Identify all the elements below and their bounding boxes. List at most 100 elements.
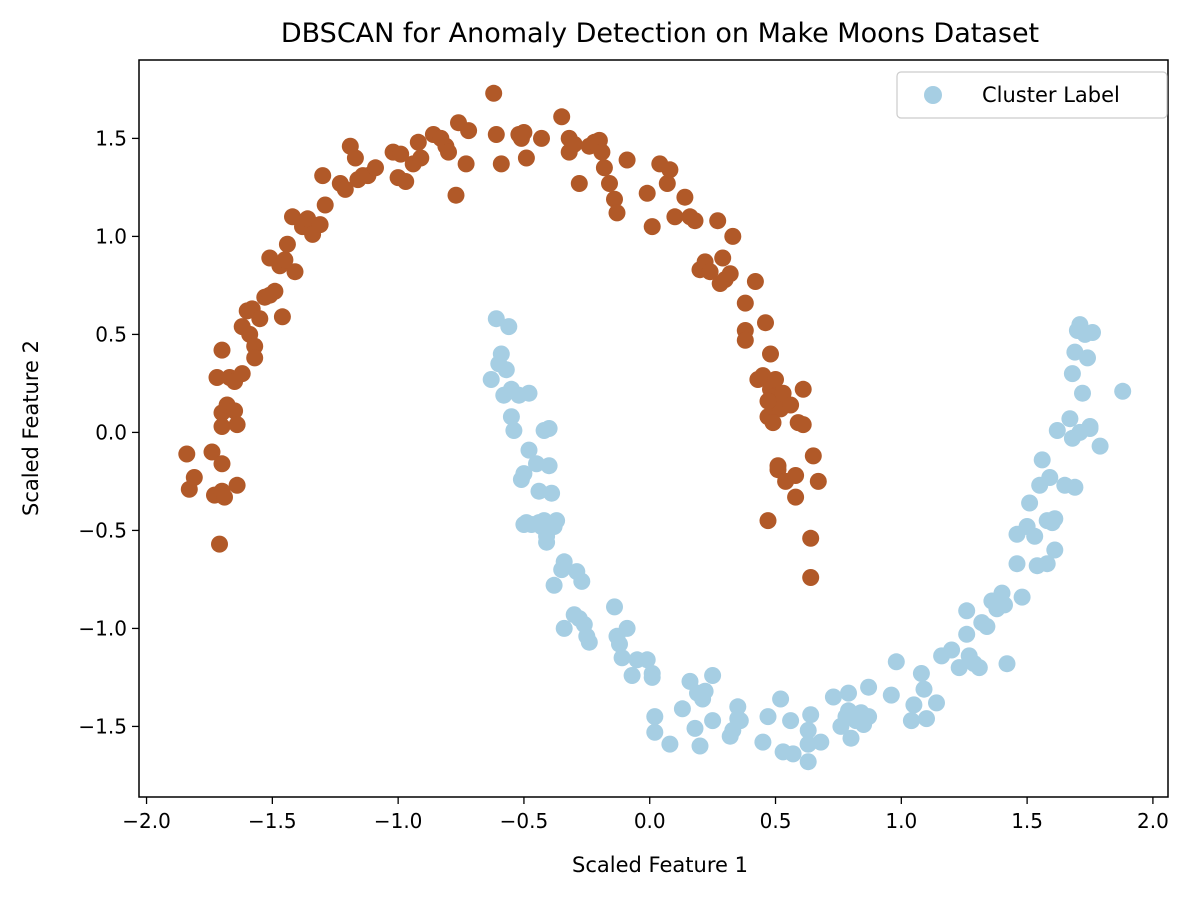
data-point-cluster-1 (316, 196, 334, 214)
data-point-cluster-1 (515, 124, 533, 141)
data-point-cluster-0 (1084, 324, 1101, 341)
data-point-cluster-0 (686, 719, 704, 737)
x-tick-label: −1.5 (248, 809, 297, 833)
data-point-cluster-0 (1066, 478, 1084, 496)
data-point-cluster-0 (487, 310, 505, 328)
x-tick-label: 0.5 (760, 809, 792, 833)
x-tick-label: −1.0 (374, 809, 423, 833)
data-point-cluster-0 (538, 533, 556, 551)
data-point-cluster-0 (505, 422, 523, 439)
data-point-cluster-0 (497, 361, 515, 379)
data-point-cluster-1 (246, 349, 264, 367)
data-point-cluster-0 (958, 625, 976, 643)
data-point-cluster-0 (759, 708, 777, 726)
data-point-cluster-0 (623, 667, 641, 684)
data-point-cluster-0 (842, 729, 860, 747)
y-tick-label: 1.5 (95, 126, 127, 150)
data-point-cluster-0 (812, 733, 830, 751)
data-point-cluster-1 (787, 488, 805, 506)
data-point-cluster-0 (958, 602, 976, 620)
data-point-cluster-0 (500, 318, 518, 336)
data-point-cluster-1 (638, 184, 656, 202)
data-point-cluster-1 (336, 180, 354, 198)
data-point-cluster-1 (643, 218, 661, 236)
data-point-cluster-0 (533, 518, 550, 535)
data-point-cluster-0 (754, 733, 772, 751)
x-axis-ticks: −2.0 −1.5 −1.0 −0.5 0.0 0.5 1.0 1.5 2.0 (122, 797, 1169, 833)
data-point-cluster-1 (208, 369, 226, 386)
data-point-cluster-0 (772, 690, 790, 708)
data-point-cluster-1 (211, 535, 228, 553)
data-point-cluster-0 (696, 682, 714, 700)
data-point-cluster-1 (606, 190, 623, 208)
data-point-cluster-1 (233, 365, 251, 383)
data-point-cluster-0 (1091, 437, 1109, 455)
data-point-cluster-0 (704, 712, 722, 730)
data-point-cluster-0 (996, 596, 1013, 614)
data-point-cluster-0 (515, 516, 533, 533)
data-point-cluster-0 (1046, 541, 1064, 559)
data-point-cluster-1 (367, 159, 384, 177)
data-point-cluster-1 (251, 310, 269, 328)
data-point-cluster-0 (887, 653, 905, 671)
data-point-cluster-0 (784, 745, 802, 763)
data-point-cluster-1 (213, 455, 231, 473)
data-point-cluster-0 (860, 678, 878, 696)
data-point-cluster-1 (802, 569, 820, 586)
plot-area-frame (138, 59, 1169, 798)
y-axis-label: Scaled Feature 2 (19, 340, 43, 516)
data-point-cluster-0 (943, 641, 961, 659)
data-point-cluster-0 (638, 651, 656, 669)
legend-entry: Cluster Label (982, 83, 1120, 107)
data-point-cluster-1 (487, 126, 505, 143)
data-point-cluster-1 (714, 249, 732, 267)
data-point-cluster-1 (492, 155, 510, 173)
data-point-cluster-1 (769, 457, 787, 475)
data-point-cluster-0 (905, 696, 923, 714)
data-point-cluster-0 (799, 753, 817, 771)
data-point-cluster-1 (314, 167, 332, 185)
data-point-cluster-1 (759, 392, 777, 410)
data-point-cluster-0 (802, 706, 820, 724)
data-point-cluster-0 (1041, 469, 1059, 486)
x-tick-label: 0.0 (634, 809, 666, 833)
data-point-cluster-0 (502, 408, 520, 426)
data-point-cluster-1 (676, 188, 694, 206)
data-point-cluster-0 (782, 712, 800, 730)
data-point-cluster-0 (950, 659, 968, 677)
data-point-cluster-0 (1013, 588, 1031, 606)
data-point-cluster-0 (1046, 510, 1064, 528)
data-point-cluster-1 (409, 133, 427, 151)
legend-frame (896, 71, 1168, 119)
data-point-cluster-0 (824, 688, 842, 706)
data-point-cluster-0 (915, 680, 933, 698)
data-point-cluster-1 (246, 337, 264, 355)
data-point-cluster-1 (266, 282, 284, 300)
data-point-cluster-0 (978, 618, 996, 635)
data-point-cluster-0 (918, 710, 935, 728)
y-tick-label: 1.0 (95, 224, 127, 248)
data-point-cluster-0 (492, 345, 510, 363)
data-point-cluster-1 (565, 135, 583, 153)
data-point-cluster-1 (804, 447, 822, 465)
data-point-cluster-1 (553, 108, 571, 126)
data-point-cluster-0 (530, 482, 548, 500)
data-point-cluster-1 (460, 122, 478, 140)
data-point-cluster-1 (213, 341, 231, 359)
data-point-cluster-0 (520, 441, 538, 459)
data-point-cluster-1 (658, 175, 676, 192)
y-tick-label: −1.5 (78, 714, 127, 738)
data-point-cluster-1 (311, 216, 329, 234)
data-point-cluster-0 (840, 684, 857, 702)
data-point-cluster-0 (643, 668, 661, 686)
data-point-cluster-1 (794, 380, 812, 398)
data-point-cluster-1 (762, 345, 779, 363)
data-point-cluster-0 (1008, 555, 1026, 573)
data-point-cluster-1 (485, 84, 503, 102)
data-point-cluster-0 (520, 384, 538, 402)
x-tick-label: −0.5 (500, 809, 549, 833)
data-point-cluster-1 (593, 143, 611, 161)
data-point-cluster-1 (686, 212, 704, 230)
data-point-cluster-0 (1074, 384, 1091, 402)
data-point-cluster-1 (661, 161, 679, 179)
